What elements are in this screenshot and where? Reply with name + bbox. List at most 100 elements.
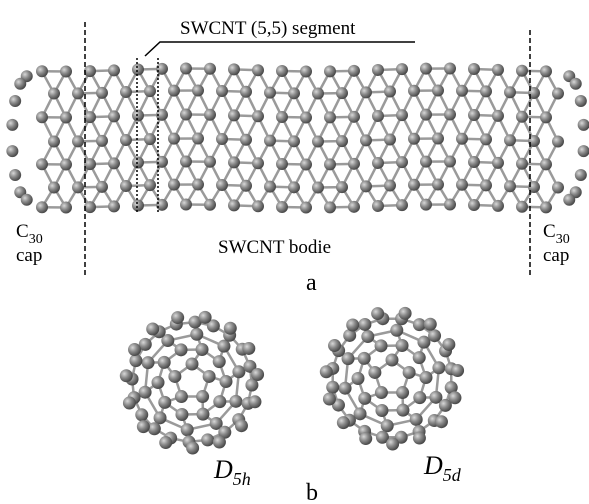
atom — [129, 354, 142, 367]
atom — [448, 391, 461, 404]
atom — [413, 351, 426, 364]
atom — [386, 354, 399, 367]
atom — [180, 199, 192, 211]
atom — [320, 365, 333, 378]
atom — [96, 135, 108, 147]
atom — [504, 180, 516, 192]
atom — [48, 87, 60, 99]
atom — [575, 169, 587, 181]
atom — [152, 376, 165, 389]
atom — [232, 365, 245, 378]
atom — [540, 201, 552, 213]
atom — [396, 339, 409, 352]
atom — [204, 109, 216, 121]
atom — [213, 355, 226, 368]
atom — [252, 64, 264, 76]
atom — [300, 65, 312, 77]
atom — [72, 181, 84, 193]
atom — [168, 85, 180, 97]
atom — [348, 65, 360, 77]
atom — [180, 63, 192, 75]
symmetry-label: D5d — [423, 451, 462, 485]
atom — [216, 179, 228, 191]
cap-word: cap — [16, 245, 42, 266]
atom — [36, 201, 48, 213]
atom — [358, 318, 371, 331]
atom — [480, 133, 492, 145]
atom — [575, 95, 587, 107]
atom — [108, 200, 120, 212]
atom — [480, 85, 492, 97]
atom — [139, 386, 152, 399]
atom — [372, 157, 384, 169]
atom — [72, 87, 84, 99]
atom — [216, 85, 228, 97]
atom — [396, 404, 409, 417]
atom — [132, 157, 144, 169]
atom — [468, 63, 480, 75]
atom — [158, 356, 171, 369]
symmetry-base: D — [423, 451, 443, 480]
atom — [432, 179, 444, 191]
atom — [563, 194, 575, 206]
atom — [242, 342, 255, 355]
atom — [444, 156, 456, 168]
atom — [84, 65, 96, 77]
atom — [413, 391, 426, 404]
atom — [264, 135, 276, 147]
atom — [326, 381, 339, 394]
atom — [204, 63, 216, 75]
atom — [216, 133, 228, 145]
atom — [552, 135, 564, 147]
segment-bracket — [145, 42, 415, 56]
atom — [235, 419, 248, 432]
atom — [240, 180, 252, 192]
atom — [300, 111, 312, 123]
atom — [492, 110, 504, 122]
atom — [228, 199, 240, 211]
atom — [358, 392, 371, 405]
atom — [48, 181, 60, 193]
atom — [60, 65, 72, 77]
atom — [192, 133, 204, 145]
atom — [420, 156, 432, 168]
atom — [158, 396, 171, 409]
atom — [156, 63, 168, 75]
atom — [540, 158, 552, 170]
atom — [108, 110, 120, 122]
atom — [132, 110, 144, 122]
atom — [324, 201, 336, 213]
atom — [9, 95, 21, 107]
atom — [323, 392, 336, 405]
atom — [199, 311, 212, 324]
atom — [192, 179, 204, 191]
atom — [403, 366, 416, 379]
atom — [516, 201, 528, 213]
atom — [396, 199, 408, 211]
atom — [424, 318, 437, 331]
atom — [204, 199, 216, 211]
atom — [171, 311, 184, 324]
body-label: SWCNT bodie — [218, 237, 331, 258]
atom — [123, 396, 136, 409]
atom — [219, 375, 232, 388]
atom — [328, 339, 341, 352]
bonds — [42, 69, 558, 448]
atom — [432, 361, 445, 374]
atom — [36, 65, 48, 77]
atom — [120, 180, 132, 192]
atom — [420, 63, 432, 75]
atom — [84, 158, 96, 170]
cap-base: C — [16, 221, 29, 242]
atom — [120, 86, 132, 98]
atom — [312, 87, 324, 99]
atom — [432, 85, 444, 97]
atom — [504, 134, 516, 146]
panel-letter: a — [306, 270, 317, 296]
atom — [480, 179, 492, 191]
atom — [396, 386, 409, 399]
atom — [156, 199, 168, 211]
atom — [120, 134, 132, 146]
atom — [432, 133, 444, 145]
atom — [375, 339, 388, 352]
